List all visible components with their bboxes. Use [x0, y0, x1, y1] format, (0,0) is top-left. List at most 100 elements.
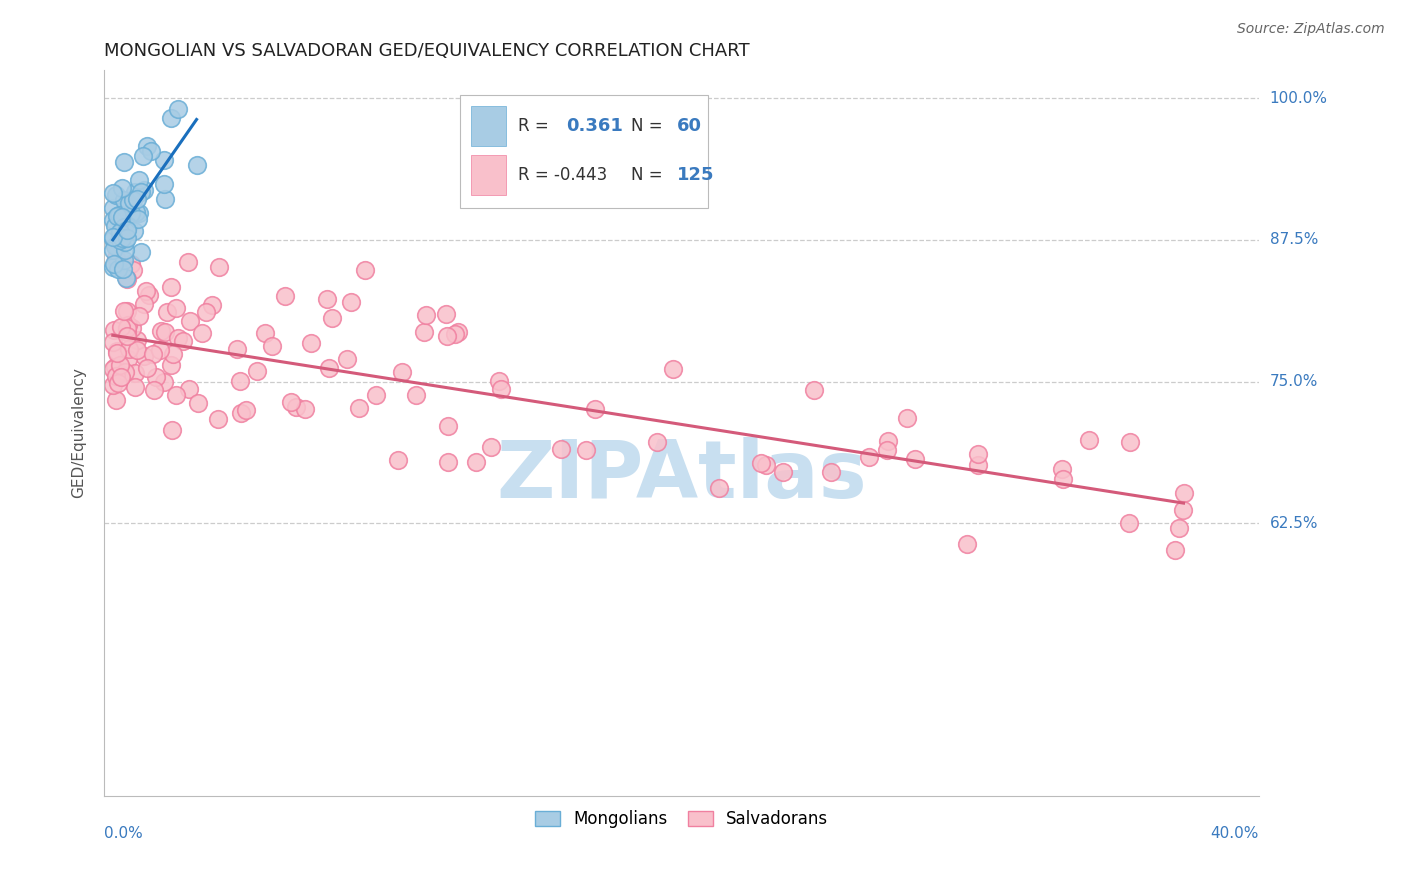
Point	[141, 144, 163, 158]
Point	[195, 305, 218, 319]
Text: 0.0%: 0.0%	[104, 826, 143, 841]
Point	[1052, 472, 1074, 486]
Point	[101, 186, 124, 200]
Point	[134, 183, 156, 197]
Text: MONGOLIAN VS SALVADORAN GED/EQUIVALENCY CORRELATION CHART: MONGOLIAN VS SALVADORAN GED/EQUIVALENCY …	[104, 42, 749, 60]
Point	[124, 366, 146, 380]
Point	[117, 325, 139, 339]
Point	[103, 378, 125, 392]
Point	[820, 465, 842, 479]
Point	[110, 358, 132, 372]
Text: 87.5%: 87.5%	[1270, 232, 1317, 247]
Point	[318, 360, 340, 375]
Point	[354, 263, 377, 277]
Point	[104, 187, 127, 202]
Point	[179, 314, 201, 328]
Point	[115, 321, 138, 335]
Point	[107, 261, 129, 276]
Point	[118, 196, 141, 211]
Point	[103, 361, 125, 376]
Point	[114, 244, 136, 258]
Point	[415, 308, 437, 322]
Point	[299, 336, 322, 351]
Point	[153, 326, 176, 340]
Point	[122, 224, 145, 238]
Point	[136, 361, 159, 376]
Point	[112, 252, 135, 267]
Point	[124, 380, 146, 394]
Point	[124, 185, 146, 199]
Point	[246, 364, 269, 378]
Text: ZIPAtlas: ZIPAtlas	[496, 437, 868, 516]
Point	[436, 328, 458, 343]
Point	[101, 334, 124, 349]
Point	[110, 233, 132, 247]
Point	[316, 292, 339, 306]
Point	[165, 301, 187, 315]
Point	[135, 284, 157, 298]
Point	[405, 388, 427, 402]
Text: Source: ZipAtlas.com: Source: ZipAtlas.com	[1237, 22, 1385, 37]
Point	[103, 213, 125, 227]
Point	[152, 177, 174, 191]
Point	[127, 343, 149, 357]
Point	[117, 200, 139, 214]
Point	[128, 173, 150, 187]
Point	[153, 192, 176, 206]
Point	[280, 395, 302, 409]
Point	[112, 154, 135, 169]
Point	[115, 272, 138, 286]
Point	[447, 325, 470, 339]
Point	[112, 224, 135, 238]
Point	[121, 321, 143, 335]
Point	[550, 442, 572, 457]
Text: 60: 60	[676, 117, 702, 135]
Point	[336, 351, 359, 366]
Point	[340, 295, 363, 310]
Point	[167, 331, 190, 345]
Point	[107, 376, 129, 390]
Point	[101, 230, 124, 244]
Point	[201, 298, 224, 312]
Point	[1050, 461, 1073, 475]
Point	[187, 395, 209, 409]
Text: 62.5%: 62.5%	[1270, 516, 1319, 531]
Point	[772, 465, 794, 479]
Point	[115, 223, 138, 237]
Point	[132, 349, 155, 363]
Point	[111, 261, 134, 276]
Point	[142, 347, 165, 361]
Point	[105, 239, 128, 253]
Point	[575, 442, 598, 457]
Point	[1171, 503, 1194, 517]
Point	[149, 325, 172, 339]
Point	[755, 458, 778, 473]
Point	[112, 193, 135, 207]
Point	[105, 392, 128, 407]
Point	[125, 334, 148, 348]
Point	[101, 232, 124, 246]
Point	[131, 244, 153, 259]
Point	[138, 287, 160, 301]
Point	[479, 440, 502, 454]
Point	[274, 289, 297, 303]
Point	[465, 455, 488, 469]
Point	[434, 307, 457, 321]
Point	[120, 257, 142, 271]
Point	[127, 212, 149, 227]
Point	[190, 326, 212, 340]
Point	[114, 270, 136, 285]
Point	[108, 227, 131, 241]
Point	[132, 148, 155, 162]
Point	[101, 201, 124, 215]
Point	[110, 226, 132, 240]
Point	[896, 411, 918, 425]
Point	[115, 220, 138, 235]
Text: 125: 125	[676, 166, 714, 184]
Point	[159, 111, 181, 125]
Point	[253, 326, 276, 340]
Point	[172, 334, 194, 348]
Point	[110, 370, 132, 384]
Point	[145, 370, 167, 384]
Point	[208, 260, 231, 274]
